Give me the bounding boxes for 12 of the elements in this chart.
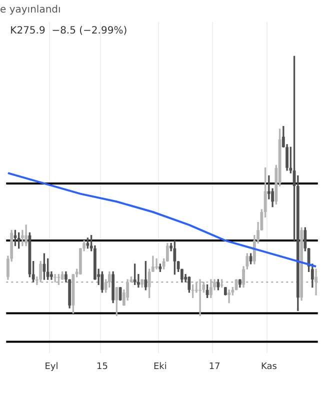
x-tick-label: 17 bbox=[208, 362, 220, 372]
candlestick bbox=[198, 279, 202, 316]
chart-title: e yayınlandı bbox=[0, 4, 61, 16]
x-tick-label: 15 bbox=[96, 362, 108, 372]
text: K275.9 −8.5 (−2.99%) bbox=[10, 26, 128, 37]
candlestick bbox=[228, 290, 230, 304]
candlestick bbox=[21, 230, 24, 246]
x-tick-label: Kas bbox=[260, 362, 278, 372]
candlestick bbox=[155, 258, 158, 270]
x-tick-label: Eki bbox=[153, 362, 167, 372]
candlestick bbox=[314, 268, 318, 296]
x-tick-label: Eyl bbox=[44, 362, 58, 372]
